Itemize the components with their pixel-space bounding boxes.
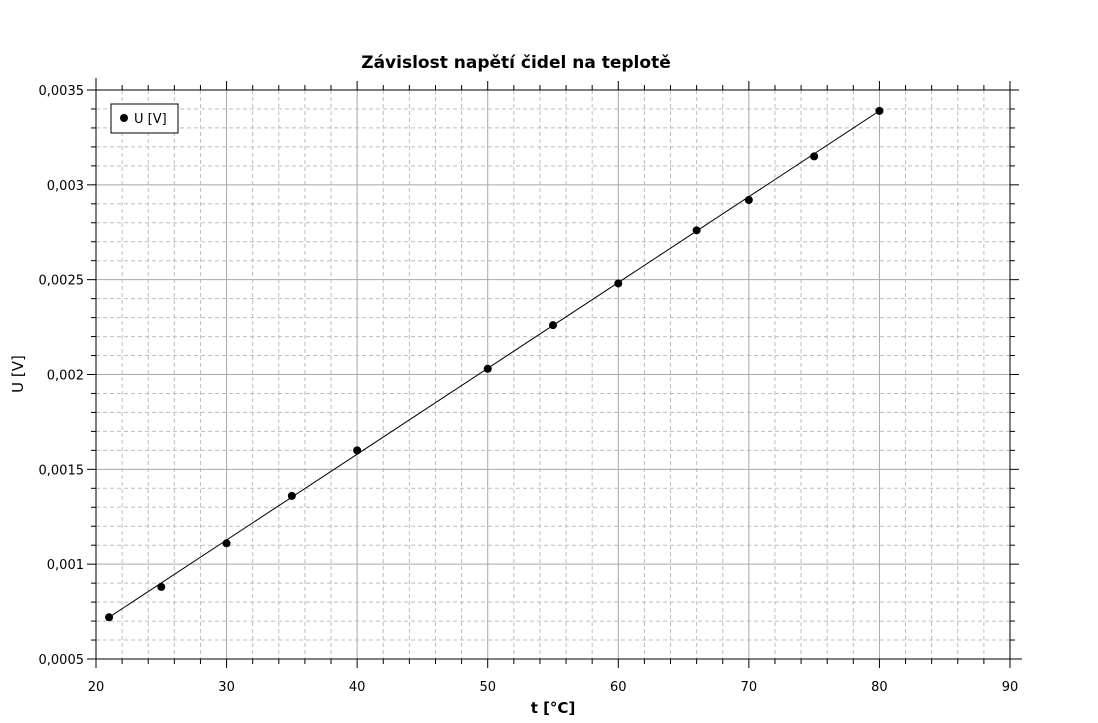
fit-line-group (108, 110, 880, 618)
data-point (875, 106, 884, 115)
y-tick-label: 0,0015 (39, 463, 85, 478)
x-tick-label: 20 (88, 680, 105, 695)
data-point (222, 539, 231, 548)
x-tick-label: 70 (741, 680, 758, 695)
data-point (614, 279, 623, 288)
y-tick-label: 0,0035 (39, 84, 85, 99)
x-tick-label: 40 (349, 680, 366, 695)
y-tick-label: 0,001 (47, 558, 84, 573)
data-point (810, 152, 819, 161)
x-tick-label: 90 (1002, 680, 1019, 695)
data-point (353, 446, 362, 455)
legend-label: U [V] (134, 112, 167, 127)
y-tick-label: 0,002 (47, 369, 84, 384)
x-tick-label: 50 (479, 680, 496, 695)
data-point (692, 226, 701, 235)
legend-marker (120, 114, 128, 122)
data-point (105, 613, 114, 622)
data-point (287, 491, 296, 500)
data-point (483, 364, 492, 373)
chart-title: Závislost napětí čidel na teplotě (361, 53, 670, 73)
x-tick-label: 30 (218, 680, 235, 695)
y-tick-label: 0,0005 (39, 653, 85, 668)
data-point (549, 321, 557, 330)
data-point (744, 196, 753, 205)
axes: 20 30 40 50 60 70 80 90 0,0005 0,001 0,0015 0,002 0,… (39, 78, 1022, 695)
y-tick-label: 0,003 (47, 179, 84, 194)
y-tick-label: 0,0025 (39, 274, 85, 289)
x-tick-label: 60 (610, 680, 627, 695)
grid (95, 89, 1011, 660)
x-tick-label: 80 (871, 680, 888, 695)
x-axis-label: t [°C] (531, 699, 576, 717)
data-points (105, 106, 884, 622)
legend: U [V] (110, 103, 179, 134)
data-point (157, 582, 166, 591)
fit-line (108, 110, 880, 618)
y-axis-label: U [V] (9, 355, 27, 393)
